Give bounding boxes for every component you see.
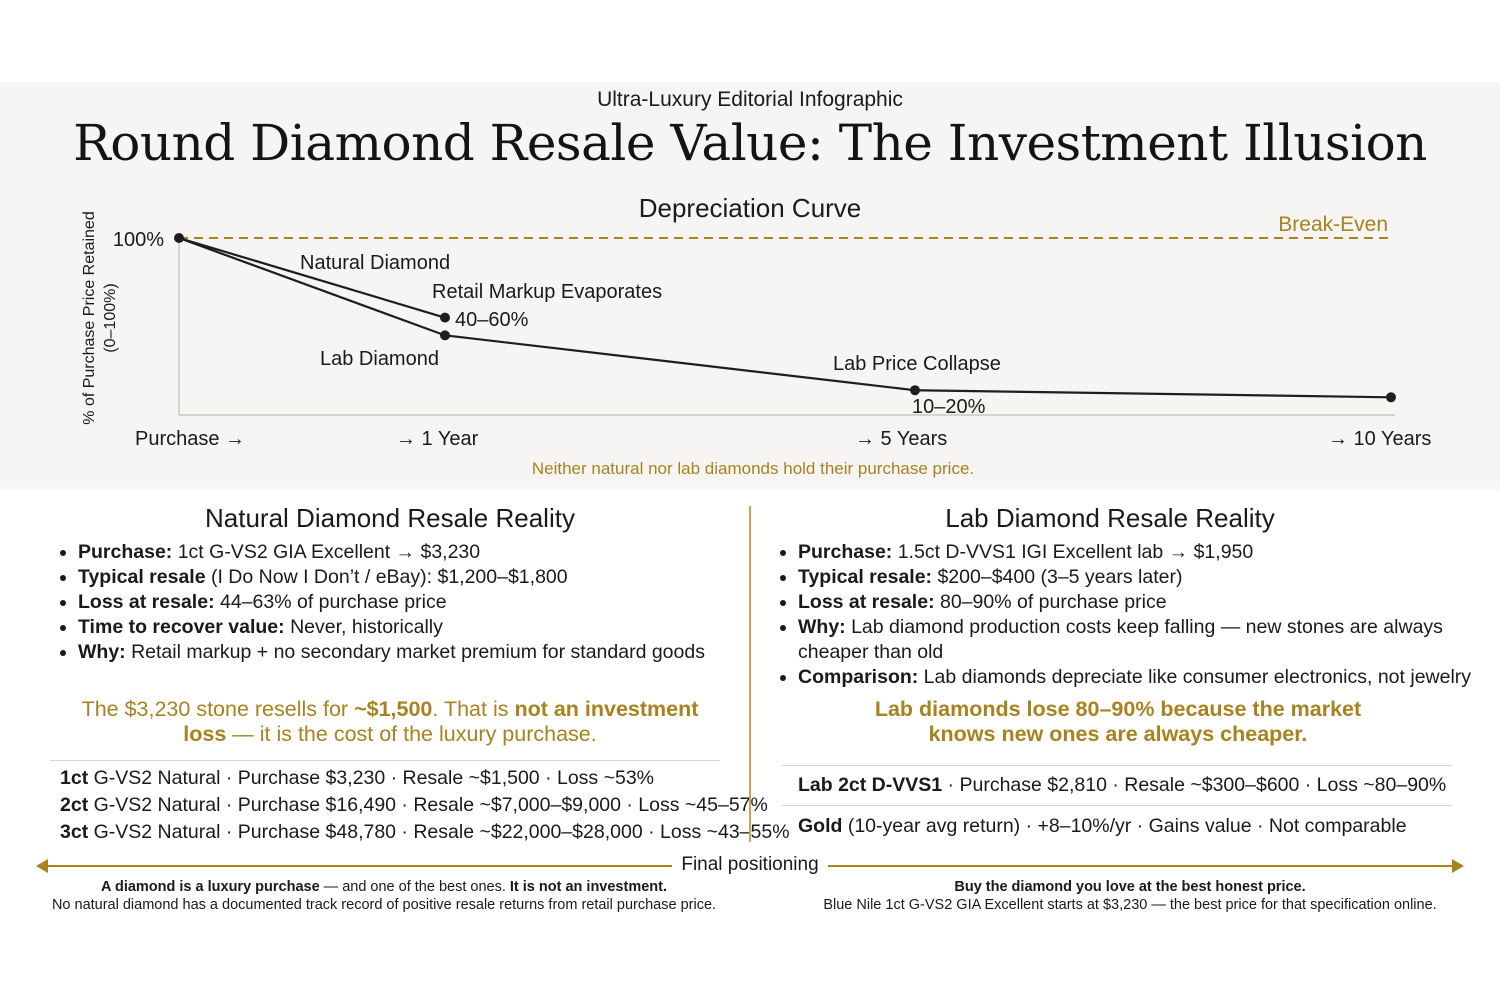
bullet-key: Purchase: (798, 541, 893, 563)
column-divider (749, 506, 751, 842)
series-label-lab: Lab Diamond (320, 348, 439, 370)
lab-bullet-item: Typical resale: $200–$400 (3–5 years lat… (798, 565, 1488, 590)
row-key: Gold (798, 815, 843, 837)
natural-row: 2ct G-VS2 Natural · Purchase $16,490 · R… (60, 792, 790, 819)
bullet-value: Lab diamonds depreciate like consumer el… (918, 666, 1472, 688)
natural-row: 3ct G-VS2 Natural · Purchase $48,780 · R… (60, 819, 790, 846)
chart-title: Depreciation Curve (639, 193, 862, 223)
annotation-markup-range: 40–60% (455, 309, 529, 331)
bullet-key: Comparison: (798, 666, 919, 688)
natural-bullet-item: Time to recover value: Never, historical… (78, 615, 748, 640)
x-tick-1-year: → 1 Year (396, 428, 479, 450)
row-value: · Purchase $2,810 · Resale ~$300–$600 · … (942, 774, 1447, 796)
data-point-lab (440, 330, 450, 341)
bullet-key: Loss at resale: (798, 591, 935, 613)
series-line-lab (178, 236, 1392, 399)
row-value: (10-year avg return) · +8–10%/yr · Gains… (842, 815, 1407, 837)
x-tick-purchase: Purchase → (135, 428, 245, 450)
final-line-left (46, 865, 672, 867)
row-key: Lab 2ct D-VVS1 (798, 774, 943, 796)
lab-separator-1 (782, 765, 1452, 766)
row-value: G-VS2 Natural · Purchase $3,230 · Resale… (88, 767, 655, 789)
natural-bullet-list: Purchase: 1ct G-VS2 GIA Excellent → $3,2… (56, 540, 748, 665)
bullet-value: $200–$400 (3–5 years later) (932, 566, 1183, 588)
break-even-label: Break-Even (1278, 213, 1388, 236)
row-key: 2ct (60, 794, 89, 816)
bullet-value: 1.5ct D-VVS1 IGI Excellent lab → $1,950 (892, 541, 1254, 563)
lab-title: Lab Diamond Resale Reality (945, 503, 1275, 533)
data-point-natural (174, 233, 184, 243)
lab-rows: Lab 2ct D-VVS1 · Purchase $2,810 · Resal… (798, 772, 1446, 840)
bullet-key: Why: (798, 616, 846, 638)
natural-row: 1ct G-VS2 Natural · Purchase $3,230 · Re… (60, 765, 790, 792)
bullet-key: Typical resale (78, 566, 206, 588)
bullet-value: 44–63% of purchase price (214, 591, 447, 613)
row-key: 1ct (60, 767, 89, 789)
row-key: 3ct (60, 821, 89, 843)
annotation-collapse: Lab Price Collapse (833, 353, 1001, 375)
natural-title: Natural Diamond Resale Reality (205, 503, 575, 533)
natural-rows: 1ct G-VS2 Natural · Purchase $3,230 · Re… (60, 765, 790, 846)
lab-separator-2 (782, 805, 1452, 806)
bullet-key: Loss at resale: (78, 591, 215, 613)
bullet-value: Never, historically (284, 616, 443, 638)
data-point-lab (910, 385, 920, 396)
annotation-collapse-range: 10–20% (912, 396, 986, 418)
bullet-value: Retail markup + no secondary market prem… (125, 641, 705, 663)
y-tick-100: 100% (113, 229, 164, 251)
lab-callout: Lab diamonds lose 80–90% because the mar… (874, 697, 1362, 746)
page-title: Round Diamond Resale Value: The Investme… (73, 114, 1427, 172)
lab-bullet-item: Comparison: Lab diamonds depreciate like… (798, 665, 1488, 690)
x-tick-5-years: → 5 Years (855, 428, 947, 450)
final-right-text: Buy the diamond you love at the best hon… (823, 879, 1437, 913)
bullet-value: 1ct G-VS2 GIA Excellent → $3,230 (172, 541, 481, 563)
bullet-value: 80–90% of purchase price (934, 591, 1167, 613)
bullet-key: Time to recover value: (78, 616, 285, 638)
lab-bullet-list: Purchase: 1.5ct D-VVS1 IGI Excellent lab… (776, 540, 1488, 690)
natural-separator (50, 760, 720, 761)
y-axis-label: % of Purchase Price Retained (81, 211, 98, 424)
final-label: Final positioning (681, 854, 819, 875)
final-left-text: A diamond is a luxury purchase — and one… (51, 879, 717, 913)
lab-row: Gold (10-year avg return) · +8–10%/yr · … (798, 813, 1446, 840)
bullet-key: Typical resale: (798, 566, 933, 588)
bullet-key: Why: (78, 641, 126, 663)
final-arrow-left (36, 859, 48, 873)
annotation-markup: Retail Markup Evaporates (432, 281, 662, 303)
y-axis-sub-label: (0–100%) (102, 283, 119, 352)
depreciation-chart: Depreciation Curve % of Purchase Price R… (81, 193, 1431, 478)
natural-callout: The $3,230 stone resells for ~$1,500. Th… (81, 697, 699, 746)
kicker: Ultra-Luxury Editorial Infographic (597, 88, 903, 111)
chart-caption: Neither natural nor lab diamonds hold th… (532, 459, 974, 478)
lab-bullet-item: Loss at resale: 80–90% of purchase price (798, 590, 1488, 615)
natural-bullet-item: Typical resale (I Do Now I Don’t / eBay)… (78, 565, 748, 590)
series-label-natural: Natural Diamond (300, 252, 450, 274)
data-point-lab (1386, 392, 1396, 403)
natural-bullet-item: Loss at resale: 44–63% of purchase price (78, 590, 748, 615)
final-line-right (828, 865, 1454, 867)
chart-area (0, 82, 1500, 484)
lab-row: Lab 2ct D-VVS1 · Purchase $2,810 · Resal… (798, 772, 1446, 799)
natural-bullet-item: Purchase: 1ct G-VS2 GIA Excellent → $3,2… (78, 540, 748, 565)
natural-bullet-item: Why: Retail markup + no secondary market… (78, 640, 748, 665)
data-point-natural (440, 312, 450, 323)
bullet-value: (I Do Now I Don’t / eBay): $1,200–$1,800 (205, 566, 568, 588)
lab-bullet-item: Why: Lab diamond production costs keep f… (798, 615, 1488, 665)
row-value: G-VS2 Natural · Purchase $16,490 · Resal… (88, 794, 768, 816)
series-line-natural (178, 236, 446, 319)
x-tick-10-years: → 10 Years (1328, 428, 1431, 450)
bullet-value: Lab diamond production costs keep fallin… (798, 616, 1443, 663)
row-value: G-VS2 Natural · Purchase $48,780 · Resal… (88, 821, 790, 843)
lab-bullet-item: Purchase: 1.5ct D-VVS1 IGI Excellent lab… (798, 540, 1488, 565)
final-arrow-right (1452, 859, 1464, 873)
bullet-key: Purchase: (78, 541, 173, 563)
